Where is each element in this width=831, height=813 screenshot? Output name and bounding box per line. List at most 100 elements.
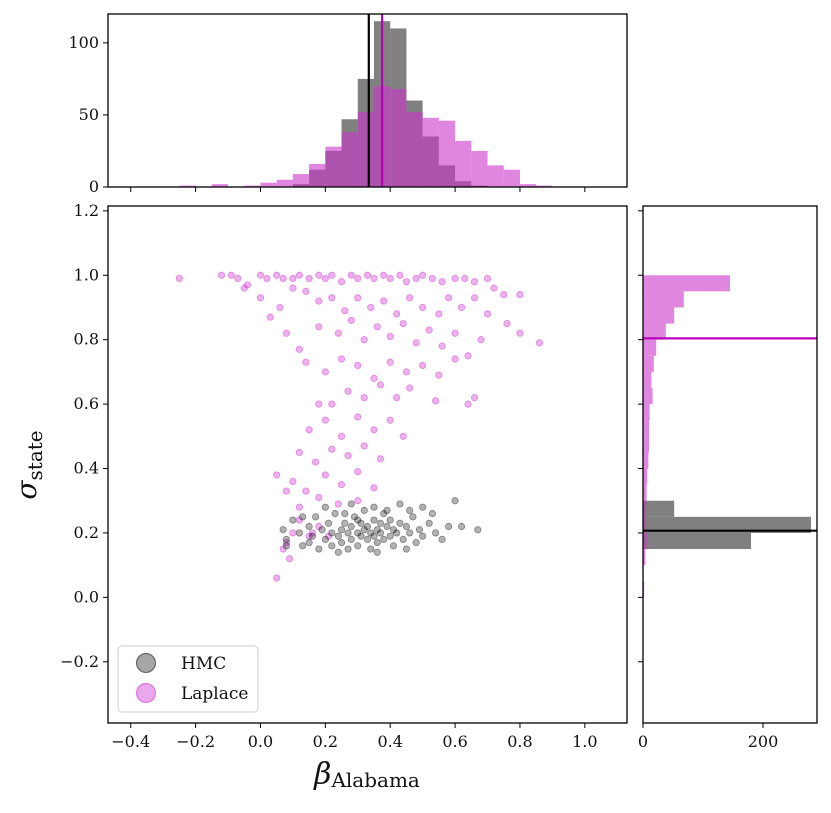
- scatter-point: [464, 400, 472, 408]
- right-hist-bar: [643, 404, 650, 421]
- top-histogram: 0 50 100: [68, 13, 628, 196]
- scatter-point: [328, 400, 336, 408]
- scatter-point: [516, 329, 524, 337]
- scatter-point: [350, 513, 359, 521]
- scatter-point: [432, 397, 440, 405]
- scatter-xtick-label: −0.4: [111, 732, 150, 751]
- scatter-point: [334, 500, 342, 508]
- scatter-point: [234, 274, 242, 283]
- scatter-xtick-label: 0.4: [377, 732, 402, 751]
- scatter-point: [341, 307, 349, 315]
- scatter-point: [357, 532, 365, 540]
- scatter-point: [419, 303, 427, 312]
- scatter-point: [308, 529, 316, 537]
- scatter-point: [370, 516, 378, 524]
- scatter-point: [347, 271, 355, 279]
- right-hist-xtick-label: 200: [748, 732, 779, 751]
- scatter-point: [412, 539, 420, 547]
- scatter-point: [373, 548, 381, 556]
- scatter-point: [373, 323, 381, 331]
- scatter-ytick-label: −0.2: [60, 652, 99, 671]
- scatter-point: [305, 522, 313, 531]
- scatter-point: [354, 542, 362, 550]
- scatter-point: [344, 545, 352, 553]
- scatter-point: [328, 294, 336, 302]
- right-hist-bar: [643, 452, 649, 469]
- scatter-point: [273, 271, 281, 279]
- top-hist-bar: [438, 120, 456, 187]
- scatter-point: [295, 345, 303, 353]
- scatter-point: [282, 542, 291, 550]
- legend: HMC Laplace: [117, 645, 259, 713]
- scatter-point: [438, 278, 446, 286]
- scatter-point: [302, 487, 310, 495]
- right-hist-bar: [643, 371, 652, 388]
- scatter-point: [464, 352, 472, 360]
- top-hist-bar: [390, 88, 407, 187]
- top-hist-bar: [260, 182, 277, 187]
- scatter-point: [337, 481, 346, 489]
- scatter-point: [282, 487, 291, 495]
- scatter-point: [354, 361, 362, 370]
- scatter-point: [516, 290, 524, 299]
- top-hist-ytick-label: 0: [89, 177, 99, 196]
- scatter-point: [490, 284, 498, 292]
- scatter-point: [360, 394, 368, 402]
- scatter-point: [243, 281, 252, 289]
- scatter-point: [299, 513, 307, 521]
- scatter-point: [279, 274, 287, 283]
- legend-label-hmc: HMC: [181, 654, 226, 674]
- scatter-point: [406, 506, 414, 515]
- scatter-point: [334, 532, 342, 540]
- scatter-point: [435, 371, 443, 379]
- scatter-point: [477, 336, 485, 344]
- right-hist-bar: [643, 468, 648, 485]
- scatter-point: [305, 426, 313, 434]
- scatter-point: [360, 526, 368, 534]
- scatter-point: [289, 274, 297, 283]
- y-axis-label: σstate: [10, 430, 47, 499]
- legend-marker-hmc: [135, 652, 157, 674]
- scatter-point: [305, 539, 313, 547]
- scatter-point: [273, 471, 281, 479]
- scatter-point: [396, 519, 404, 527]
- scatter-point: [409, 513, 417, 521]
- right-hist-bar: [643, 532, 647, 550]
- scatter-point: [483, 310, 492, 318]
- scatter-point: [370, 426, 378, 434]
- scatter-point: [354, 294, 362, 302]
- scatter-point: [315, 493, 323, 502]
- scatter-point: [428, 510, 436, 518]
- scatter-point: [276, 303, 284, 312]
- scatter-point: [380, 271, 388, 279]
- legend-label-laplace: Laplace: [181, 684, 248, 704]
- scatter-point: [483, 274, 492, 283]
- scatter-point: [175, 274, 183, 283]
- scatter-point: [373, 526, 381, 534]
- scatter-series-hmc: [279, 497, 482, 556]
- scatter-point: [380, 510, 388, 518]
- right-hist-bar: [643, 484, 647, 501]
- scatter-point: [344, 387, 352, 395]
- top-hist-bar: [471, 150, 488, 187]
- scatter-point: [444, 294, 453, 302]
- scatter-point: [367, 303, 375, 312]
- scatter-ytick-label: 0.0: [74, 587, 99, 606]
- scatter-point: [503, 319, 511, 328]
- scatter-point: [256, 271, 265, 279]
- scatter-point: [457, 303, 466, 312]
- scatter-point: [428, 274, 436, 283]
- scatter-point: [295, 516, 303, 524]
- scatter-point: [282, 329, 291, 337]
- scatter-point: [282, 535, 291, 543]
- scatter-point: [370, 532, 378, 540]
- scatter-point: [415, 526, 423, 534]
- scatter-point: [461, 274, 469, 283]
- scatter-point: [354, 468, 362, 476]
- scatter-point: [376, 519, 385, 527]
- top-hist-bar: [292, 174, 310, 187]
- scatter-point: [360, 442, 368, 450]
- scatter-point: [354, 274, 362, 283]
- scatter-xtick-label: 0.8: [507, 732, 532, 751]
